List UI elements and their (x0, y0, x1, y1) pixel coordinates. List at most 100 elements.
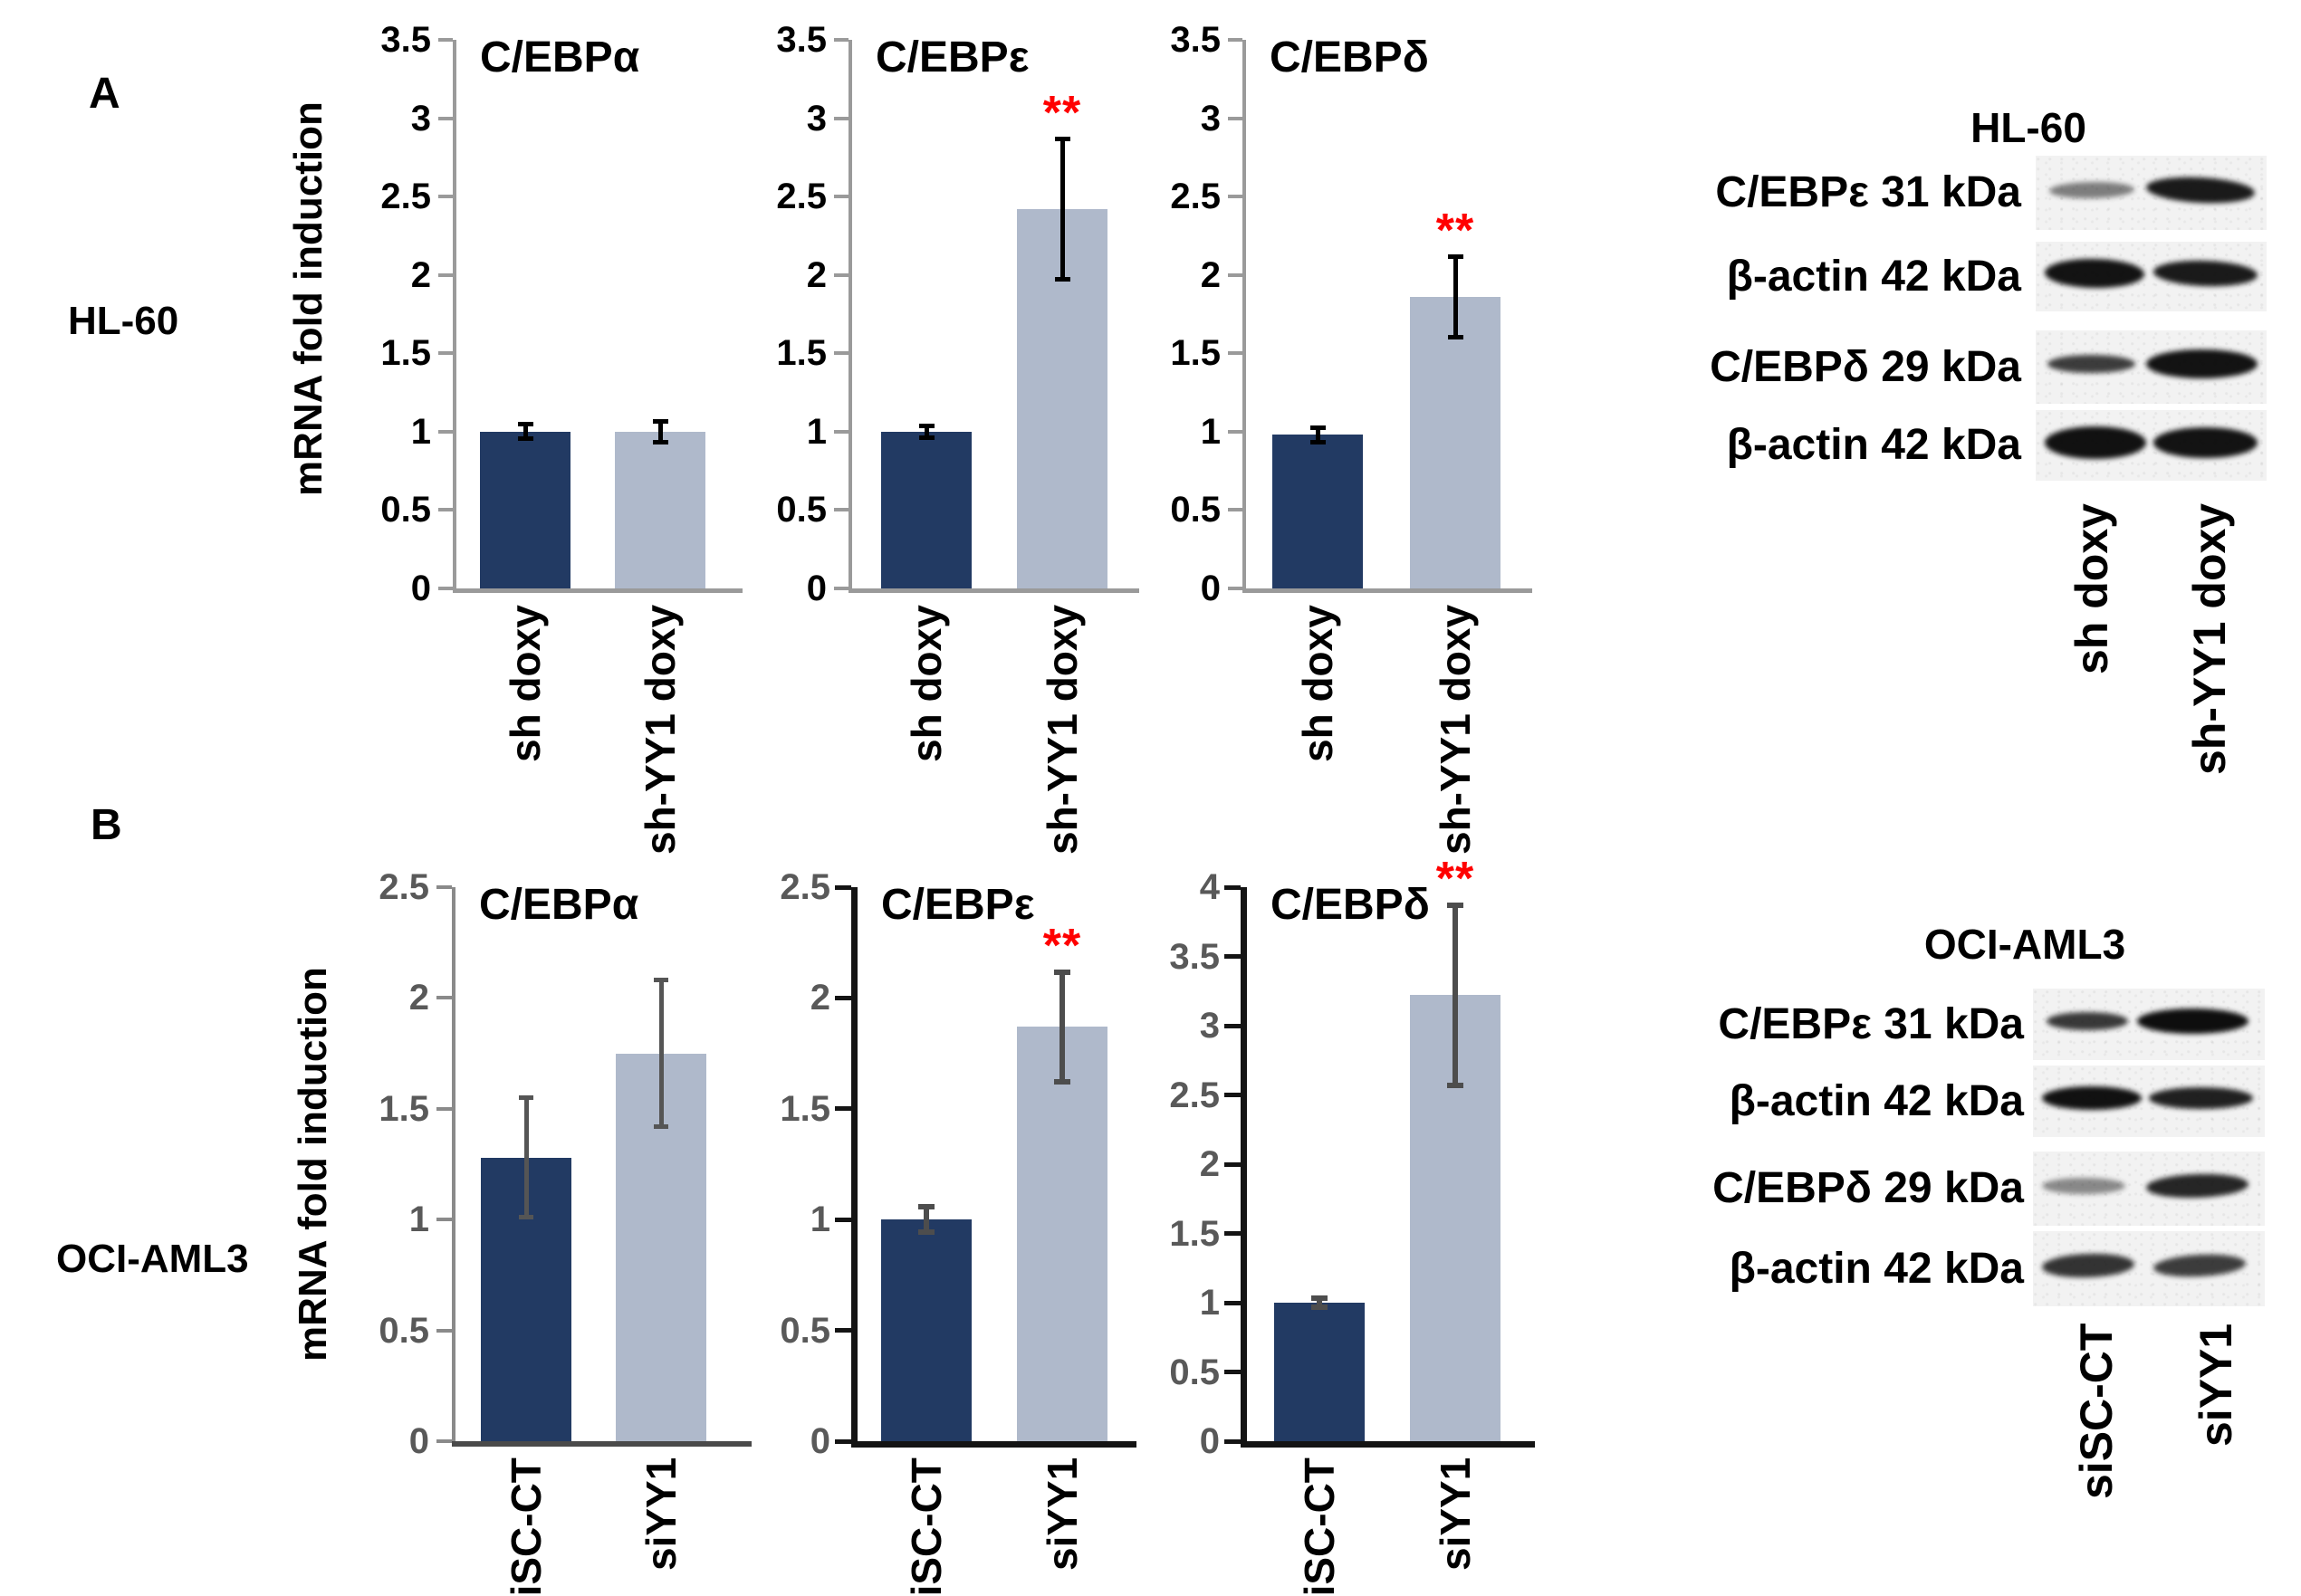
error-bar-cap-bottom (918, 435, 935, 440)
bar-siSC-CT (881, 1219, 972, 1441)
y-tick-mark (834, 272, 848, 277)
x-category-label: sh doxy (502, 605, 549, 762)
error-bar-cap-top (1447, 902, 1463, 908)
error-bar-cap-bottom (654, 1123, 668, 1129)
error-bar-cap-bottom (1054, 276, 1070, 282)
y-tick-mark (1228, 429, 1242, 434)
x-category-label: siYY1 (1039, 1457, 1086, 1571)
y-tick-label: 1 (1199, 1283, 1220, 1323)
y-tick-mark (1224, 1370, 1241, 1374)
y-tick-label: 3.5 (776, 20, 827, 60)
y-axis (452, 887, 455, 1441)
blot-band-lane2 (2149, 1087, 2254, 1110)
significance-star: ** (1435, 205, 1475, 258)
y-tick-mark (1224, 1161, 1241, 1167)
error-bar-line (523, 1095, 529, 1220)
y-tick-label: 0.5 (380, 490, 431, 530)
y-tick-label: 2 (1199, 1144, 1220, 1184)
x-category-label: sh-YY1 doxy (1432, 604, 1479, 855)
error-bar-line (523, 422, 528, 442)
y-tick-mark (1228, 38, 1242, 42)
significance-star: ** (1042, 87, 1082, 140)
y-tick-mark (835, 1328, 851, 1333)
blot-strip (2033, 1152, 2265, 1226)
error-bar-line (1059, 969, 1065, 1085)
chart-title: C/EBPα (480, 33, 640, 81)
y-tick-label: 2 (408, 978, 429, 1018)
x-category-label: siYY1 (1432, 1457, 1479, 1571)
blot-lane-label: sh-YY1 doxy (2184, 502, 2235, 775)
y-tick-label: 0 (806, 569, 827, 608)
error-bar-cap-bottom (1054, 1078, 1070, 1085)
blot-lane-label: sh doxy (2066, 503, 2117, 674)
x-axis (851, 1441, 1136, 1448)
x-axis (848, 588, 1139, 593)
y-tick-label: 2 (410, 254, 431, 295)
y-tick-mark (436, 1328, 452, 1333)
y-tick-mark (438, 351, 453, 356)
y-tick-mark (1224, 1093, 1241, 1097)
y-tick-mark (834, 351, 848, 356)
blot-strip (2033, 1231, 2265, 1306)
y-tick-label: 0 (810, 1421, 830, 1461)
blot-band-lane1 (2041, 1252, 2136, 1279)
x-category-label: sh doxy (903, 605, 950, 762)
y-tick-label: 3.5 (380, 20, 431, 60)
error-bar-cap-bottom (1309, 439, 1326, 444)
y-tick-label: 1.5 (780, 1088, 830, 1129)
error-bar-line (658, 978, 664, 1129)
blot-row-label: β-actin 42 kDa (1729, 1244, 2024, 1293)
y-tick-label: 1 (1200, 411, 1221, 452)
y-tick-label: 3 (1200, 98, 1221, 139)
panel-a-cell-line-label: HL-60 (68, 299, 179, 343)
blot-band-lane1 (2044, 258, 2145, 290)
y-tick-mark (436, 1439, 452, 1443)
panel-b-letter: B (91, 801, 122, 849)
blot-band-lane1 (2047, 355, 2135, 374)
error-bar-line (1059, 137, 1065, 282)
blot-row-label: β-actin 42 kDa (1726, 252, 2021, 301)
y-tick-mark (835, 884, 851, 890)
x-category-label: siSC-CT (503, 1457, 550, 1596)
panel-b-cell-line-label: OCI-AML3 (56, 1237, 249, 1281)
bar-sh doxy (1272, 435, 1363, 588)
error-bar-cap-top (918, 1204, 935, 1210)
error-bar-cap-top (1309, 425, 1326, 430)
y-axis (848, 40, 852, 588)
y-tick-label: 2.5 (1169, 1075, 1220, 1115)
bar-sh doxy (881, 431, 972, 588)
y-tick-mark (1228, 272, 1242, 277)
error-bar-line (1317, 1295, 1322, 1310)
x-category-label: siSC-CT (1296, 1457, 1343, 1596)
y-tick-mark (834, 116, 848, 120)
error-bar-line (924, 1204, 929, 1236)
y-tick-mark (1228, 351, 1242, 356)
blot-lane-label: siSC-CT (2071, 1323, 2122, 1499)
y-tick-label: 1 (806, 411, 827, 452)
y-tick-mark (1224, 884, 1241, 890)
y-tick-label: 1 (410, 411, 431, 452)
x-category-label: sh-YY1 doxy (637, 604, 684, 855)
x-axis (453, 588, 743, 593)
chart-title: C/EBPδ (1270, 881, 1430, 929)
y-tick-mark (1228, 587, 1242, 590)
error-bar-line (657, 419, 663, 444)
y-tick-mark (436, 885, 452, 889)
bar-siYY1 (1017, 1027, 1107, 1441)
blot-lane-label: siYY1 (2191, 1323, 2241, 1447)
blot-row-label: C/EBPδ 29 kDa (1710, 342, 2021, 391)
y-tick-label: 0.5 (1170, 490, 1221, 530)
blot-band-lane1 (2042, 1086, 2143, 1111)
blot-row-label: C/EBPε 31 kDa (1715, 168, 2021, 216)
y-axis (1242, 40, 1246, 588)
blot-strip (2033, 989, 2265, 1060)
y-tick-label: 1.5 (1170, 333, 1221, 374)
y-tick-mark (438, 272, 453, 277)
y-tick-label: 0.5 (780, 1310, 830, 1351)
error-bar-cap-top (519, 1095, 533, 1101)
blot-band-lane2 (2152, 259, 2258, 289)
y-tick-label: 0.5 (776, 490, 827, 530)
y-tick-mark (835, 1438, 851, 1444)
y-tick-label: 1.5 (379, 1088, 429, 1129)
y-tick-mark (1224, 1438, 1241, 1444)
